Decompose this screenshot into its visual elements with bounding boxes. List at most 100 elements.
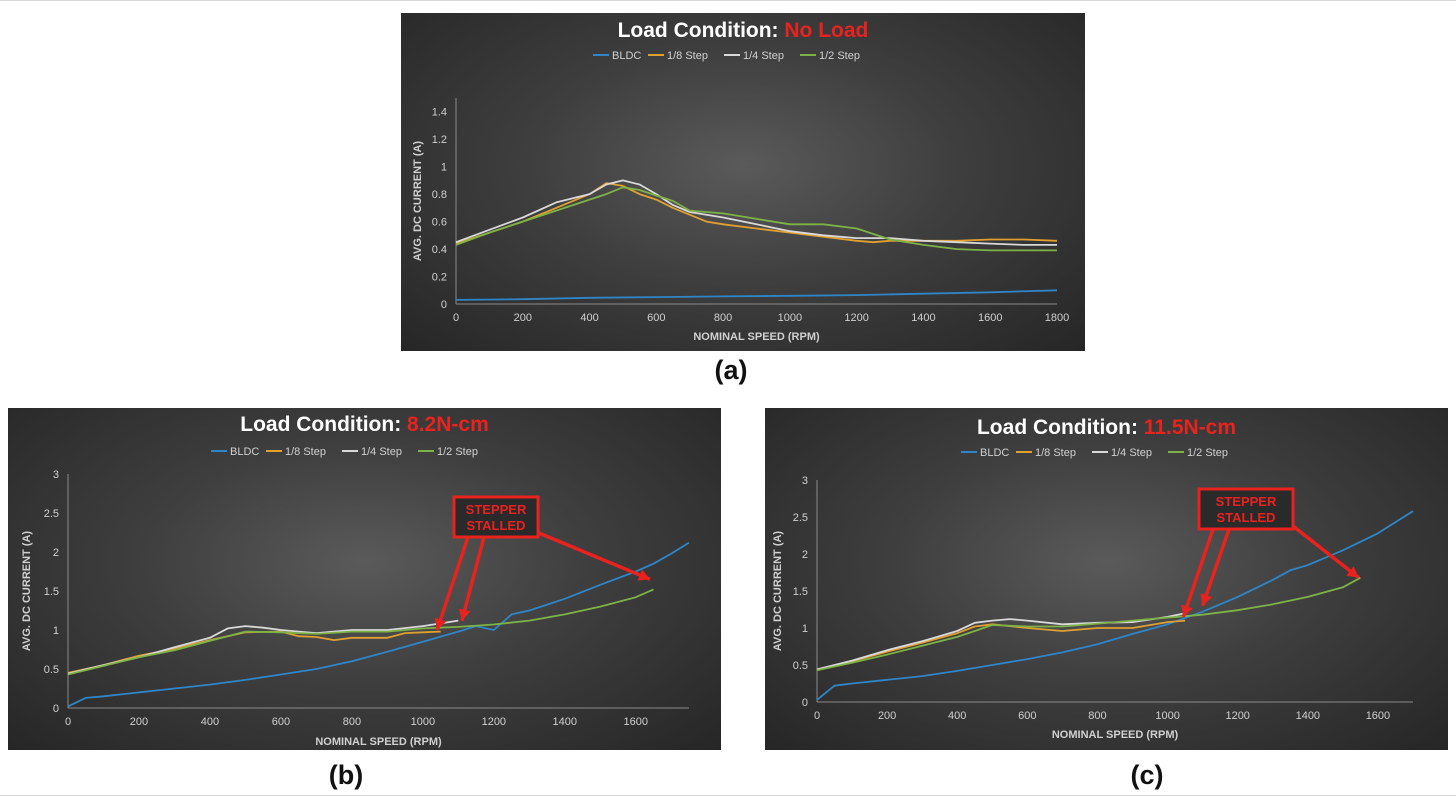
chart-panel-a: Load Condition: No Load BLDC 1/8 Step 1/4 S…	[401, 13, 1085, 351]
series-line-bldc	[816, 510, 1414, 701]
legend: BLDC 1/8 Step 1/4 Step 1/2 Step	[593, 50, 860, 62]
chart-a-svg: Load Condition: No Load BLDC 1/8 Step 1/4 S…	[412, 19, 1069, 343]
series-line-1-4-step	[67, 619, 459, 675]
x-tick-label: 1600	[624, 716, 648, 728]
x-tick-label: 1800	[1045, 312, 1069, 324]
legend-label-1-2-step: 1/2 Step	[437, 446, 478, 458]
y-tick-label: 2.5	[44, 508, 59, 520]
series-line-1-4-step	[455, 179, 1057, 246]
legend-label-1-4-step: 1/4 Step	[1111, 447, 1152, 459]
series-line-1-2-step	[816, 576, 1361, 672]
x-axis-label: NOMINAL SPEED (RPM)	[1052, 729, 1179, 741]
title-highlight: 11.5N-cm	[1144, 416, 1236, 439]
y-tick-label: 0.2	[432, 272, 447, 284]
y-tick-label: 1.5	[44, 586, 59, 598]
y-tick-label: 2	[802, 549, 808, 561]
x-tick-label: 800	[714, 312, 732, 324]
x-tick-label: 1000	[1155, 710, 1179, 722]
chart-c-svg: Load Condition: 11.5N-cm BLDC 1/8 Step 1/4 …	[772, 416, 1414, 741]
y-tick-label: 1.5	[793, 586, 808, 598]
y-tick-label: 0.4	[432, 244, 447, 256]
x-tick-label: 800	[1088, 710, 1106, 722]
x-tick-label: 400	[580, 312, 598, 324]
series-line-bldc	[455, 289, 1058, 301]
x-axis-label: NOMINAL SPEED (RPM)	[693, 331, 820, 343]
top-border	[0, 0, 1456, 1]
y-tick-label: 0.5	[793, 660, 808, 672]
series-line-1-4-step	[816, 612, 1186, 671]
title-highlight: No Load	[784, 19, 868, 42]
stall-text-line2: STALLED	[467, 518, 526, 533]
x-tick-label: 0	[453, 312, 459, 324]
y-tick-label: 0.6	[432, 217, 447, 229]
x-tick-label: 0	[65, 716, 71, 728]
y-axis-label: AVG. DC CURRENT (A)	[412, 141, 424, 262]
x-tick-label: 1200	[1225, 710, 1249, 722]
x-tick-label: 200	[130, 716, 148, 728]
x-tick-label: 200	[514, 312, 532, 324]
stall-text-line1: STEPPER	[466, 502, 527, 517]
y-tick-label: 1	[53, 625, 59, 637]
x-tick-label: 1600	[1366, 710, 1390, 722]
legend-label-bldc: BLDC	[980, 447, 1009, 459]
x-tick-label: 1000	[778, 312, 802, 324]
stall-arrow-head	[1200, 593, 1212, 606]
chart-title: Load Condition: No Load	[618, 19, 869, 42]
legend-label-1-2-step: 1/2 Step	[1187, 447, 1228, 459]
chart-title: Load Condition: 11.5N-cm	[977, 416, 1236, 439]
x-tick-label: 1400	[553, 716, 577, 728]
y-tick-label: 1.2	[432, 134, 447, 146]
chart-panel-b: Load Condition: 8.2N-cm BLDC 1/8 Step 1/4 S…	[8, 408, 721, 750]
x-tick-label: 600	[272, 716, 290, 728]
y-tick-label: 1	[802, 623, 808, 635]
stall-arrow-head	[458, 608, 471, 621]
x-tick-label: 400	[201, 716, 219, 728]
x-tick-label: 800	[343, 716, 361, 728]
title-prefix: Load Condition:	[977, 416, 1144, 439]
y-tick-label: 1.4	[432, 107, 447, 119]
caption-b: (b)	[328, 760, 364, 790]
x-tick-label: 1200	[844, 312, 868, 324]
x-tick-label: 1000	[411, 716, 435, 728]
stall-arrow-line	[435, 536, 470, 631]
y-tick-label: 2.5	[793, 512, 808, 524]
x-tick-label: 200	[878, 710, 896, 722]
chart-title: Load Condition: 8.2N-cm	[240, 413, 489, 436]
stall-arrow-head	[1346, 566, 1359, 578]
x-tick-label: 1600	[978, 312, 1002, 324]
stall-arrow-line	[533, 529, 651, 581]
x-tick-label: 1200	[482, 716, 506, 728]
legend: BLDC 1/8 Step 1/4 Step 1/2 Step	[211, 446, 478, 458]
y-tick-label: 0.8	[432, 189, 447, 201]
y-tick-label: 3	[802, 475, 808, 487]
stall-arrow-line	[1181, 528, 1215, 618]
x-tick-label: 600	[647, 312, 665, 324]
title-highlight: 8.2N-cm	[407, 413, 489, 436]
y-tick-label: 1	[441, 162, 447, 174]
x-tick-label: 600	[1018, 710, 1036, 722]
y-tick-label: 3	[53, 469, 59, 481]
stall-arrow-line	[460, 536, 486, 622]
y-tick-label: 2	[53, 547, 59, 559]
legend-label-bldc: BLDC	[612, 50, 641, 62]
series-line-1-2-step	[67, 588, 654, 676]
y-tick-label: 0.5	[44, 664, 59, 676]
legend-label-1-8-step: 1/8 Step	[285, 446, 326, 458]
stall-box	[1197, 487, 1295, 531]
chart-panel-c: Load Condition: 11.5N-cm BLDC 1/8 Step 1/4 …	[765, 408, 1448, 750]
x-tick-label: 400	[948, 710, 966, 722]
x-axis-label: NOMINAL SPEED (RPM)	[315, 736, 442, 748]
x-tick-label: 0	[814, 710, 820, 722]
legend-label-1-2-step: 1/2 Step	[819, 50, 860, 62]
legend-label-1-4-step: 1/4 Step	[361, 446, 402, 458]
stall-text-line1: STEPPER	[1216, 494, 1277, 509]
y-axis-label: AVG. DC CURRENT (A)	[21, 531, 33, 652]
x-tick-label: 1400	[911, 312, 935, 324]
x-tick-label: 1400	[1296, 710, 1320, 722]
y-tick-label: 0	[802, 697, 808, 709]
y-tick-label: 0	[441, 299, 447, 311]
y-tick-label: 0	[53, 703, 59, 715]
series-line-bldc	[67, 541, 690, 708]
